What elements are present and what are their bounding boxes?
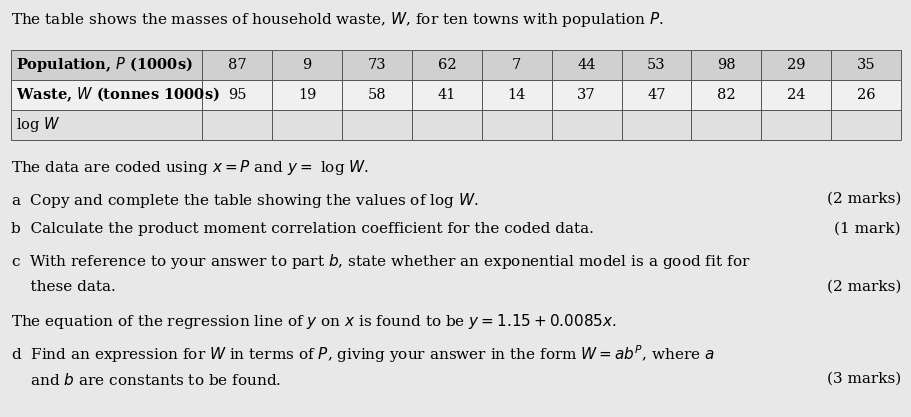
Text: 47: 47 xyxy=(647,88,665,102)
Text: log $W$: log $W$ xyxy=(16,115,61,134)
Bar xyxy=(761,80,830,110)
Bar xyxy=(481,80,551,110)
Bar xyxy=(761,110,830,140)
Text: b  Calculate the product moment correlation coefficient for the coded data.: b Calculate the product moment correlati… xyxy=(11,221,593,236)
Text: Population, $P$ (1000s): Population, $P$ (1000s) xyxy=(16,55,193,75)
Text: 73: 73 xyxy=(367,58,386,72)
Bar xyxy=(202,80,271,110)
Text: 19: 19 xyxy=(298,88,316,102)
Bar xyxy=(342,80,412,110)
Text: (1 mark): (1 mark) xyxy=(834,221,900,236)
Bar xyxy=(202,110,271,140)
Bar xyxy=(551,50,621,80)
Bar xyxy=(11,50,202,80)
Bar xyxy=(691,110,761,140)
Bar xyxy=(271,80,342,110)
Text: (3 marks): (3 marks) xyxy=(826,372,900,386)
Text: a  Copy and complete the table showing the values of log $W$.: a Copy and complete the table showing th… xyxy=(11,191,478,211)
Text: 95: 95 xyxy=(228,88,246,102)
Text: (2 marks): (2 marks) xyxy=(825,280,900,294)
Bar xyxy=(412,80,481,110)
Bar xyxy=(342,110,412,140)
Bar xyxy=(551,110,621,140)
Text: d  Find an expression for $W$ in terms of $P$, giving your answer in the form $W: d Find an expression for $W$ in terms of… xyxy=(11,343,714,365)
Text: The data are coded using $x = P$ and $y = $ log $W$.: The data are coded using $x = P$ and $y … xyxy=(11,158,369,178)
Text: 37: 37 xyxy=(577,88,595,102)
Bar xyxy=(621,80,691,110)
Text: The equation of the regression line of $y$ on $x$ is found to be $y = 1.15 + 0.0: The equation of the regression line of $… xyxy=(11,311,616,331)
Bar xyxy=(202,50,271,80)
Text: 14: 14 xyxy=(507,88,526,102)
Text: (2 marks): (2 marks) xyxy=(825,191,900,206)
Text: 41: 41 xyxy=(437,88,456,102)
Text: 44: 44 xyxy=(577,58,595,72)
Text: c  With reference to your answer to part $b$, state whether an exponential model: c With reference to your answer to part … xyxy=(11,251,750,271)
Text: 53: 53 xyxy=(647,58,665,72)
Text: The table shows the masses of household waste, $W$, for ten towns with populatio: The table shows the masses of household … xyxy=(11,10,663,30)
Bar xyxy=(761,50,830,80)
Bar xyxy=(412,50,481,80)
Text: these data.: these data. xyxy=(11,280,116,294)
Text: 87: 87 xyxy=(228,58,246,72)
Bar xyxy=(691,80,761,110)
Bar xyxy=(481,110,551,140)
Bar xyxy=(11,110,202,140)
Bar xyxy=(621,110,691,140)
Bar xyxy=(830,50,900,80)
Bar xyxy=(271,110,342,140)
Bar xyxy=(830,80,900,110)
Text: Waste, $W$ (tonnes 1000s): Waste, $W$ (tonnes 1000s) xyxy=(16,85,220,104)
Bar xyxy=(271,50,342,80)
Text: 62: 62 xyxy=(437,58,456,72)
Text: 58: 58 xyxy=(367,88,386,102)
Bar xyxy=(11,80,202,110)
Text: 9: 9 xyxy=(302,58,312,72)
Bar xyxy=(830,110,900,140)
Text: 35: 35 xyxy=(855,58,875,72)
Bar xyxy=(691,50,761,80)
Text: 7: 7 xyxy=(512,58,521,72)
Bar xyxy=(621,50,691,80)
Bar xyxy=(342,50,412,80)
Bar xyxy=(412,110,481,140)
Bar xyxy=(481,50,551,80)
Text: 98: 98 xyxy=(716,58,735,72)
Text: 29: 29 xyxy=(786,58,804,72)
Bar xyxy=(551,80,621,110)
Text: 24: 24 xyxy=(786,88,804,102)
Text: 82: 82 xyxy=(716,88,735,102)
Text: 26: 26 xyxy=(855,88,875,102)
Text: and $b$ are constants to be found.: and $b$ are constants to be found. xyxy=(11,372,281,388)
